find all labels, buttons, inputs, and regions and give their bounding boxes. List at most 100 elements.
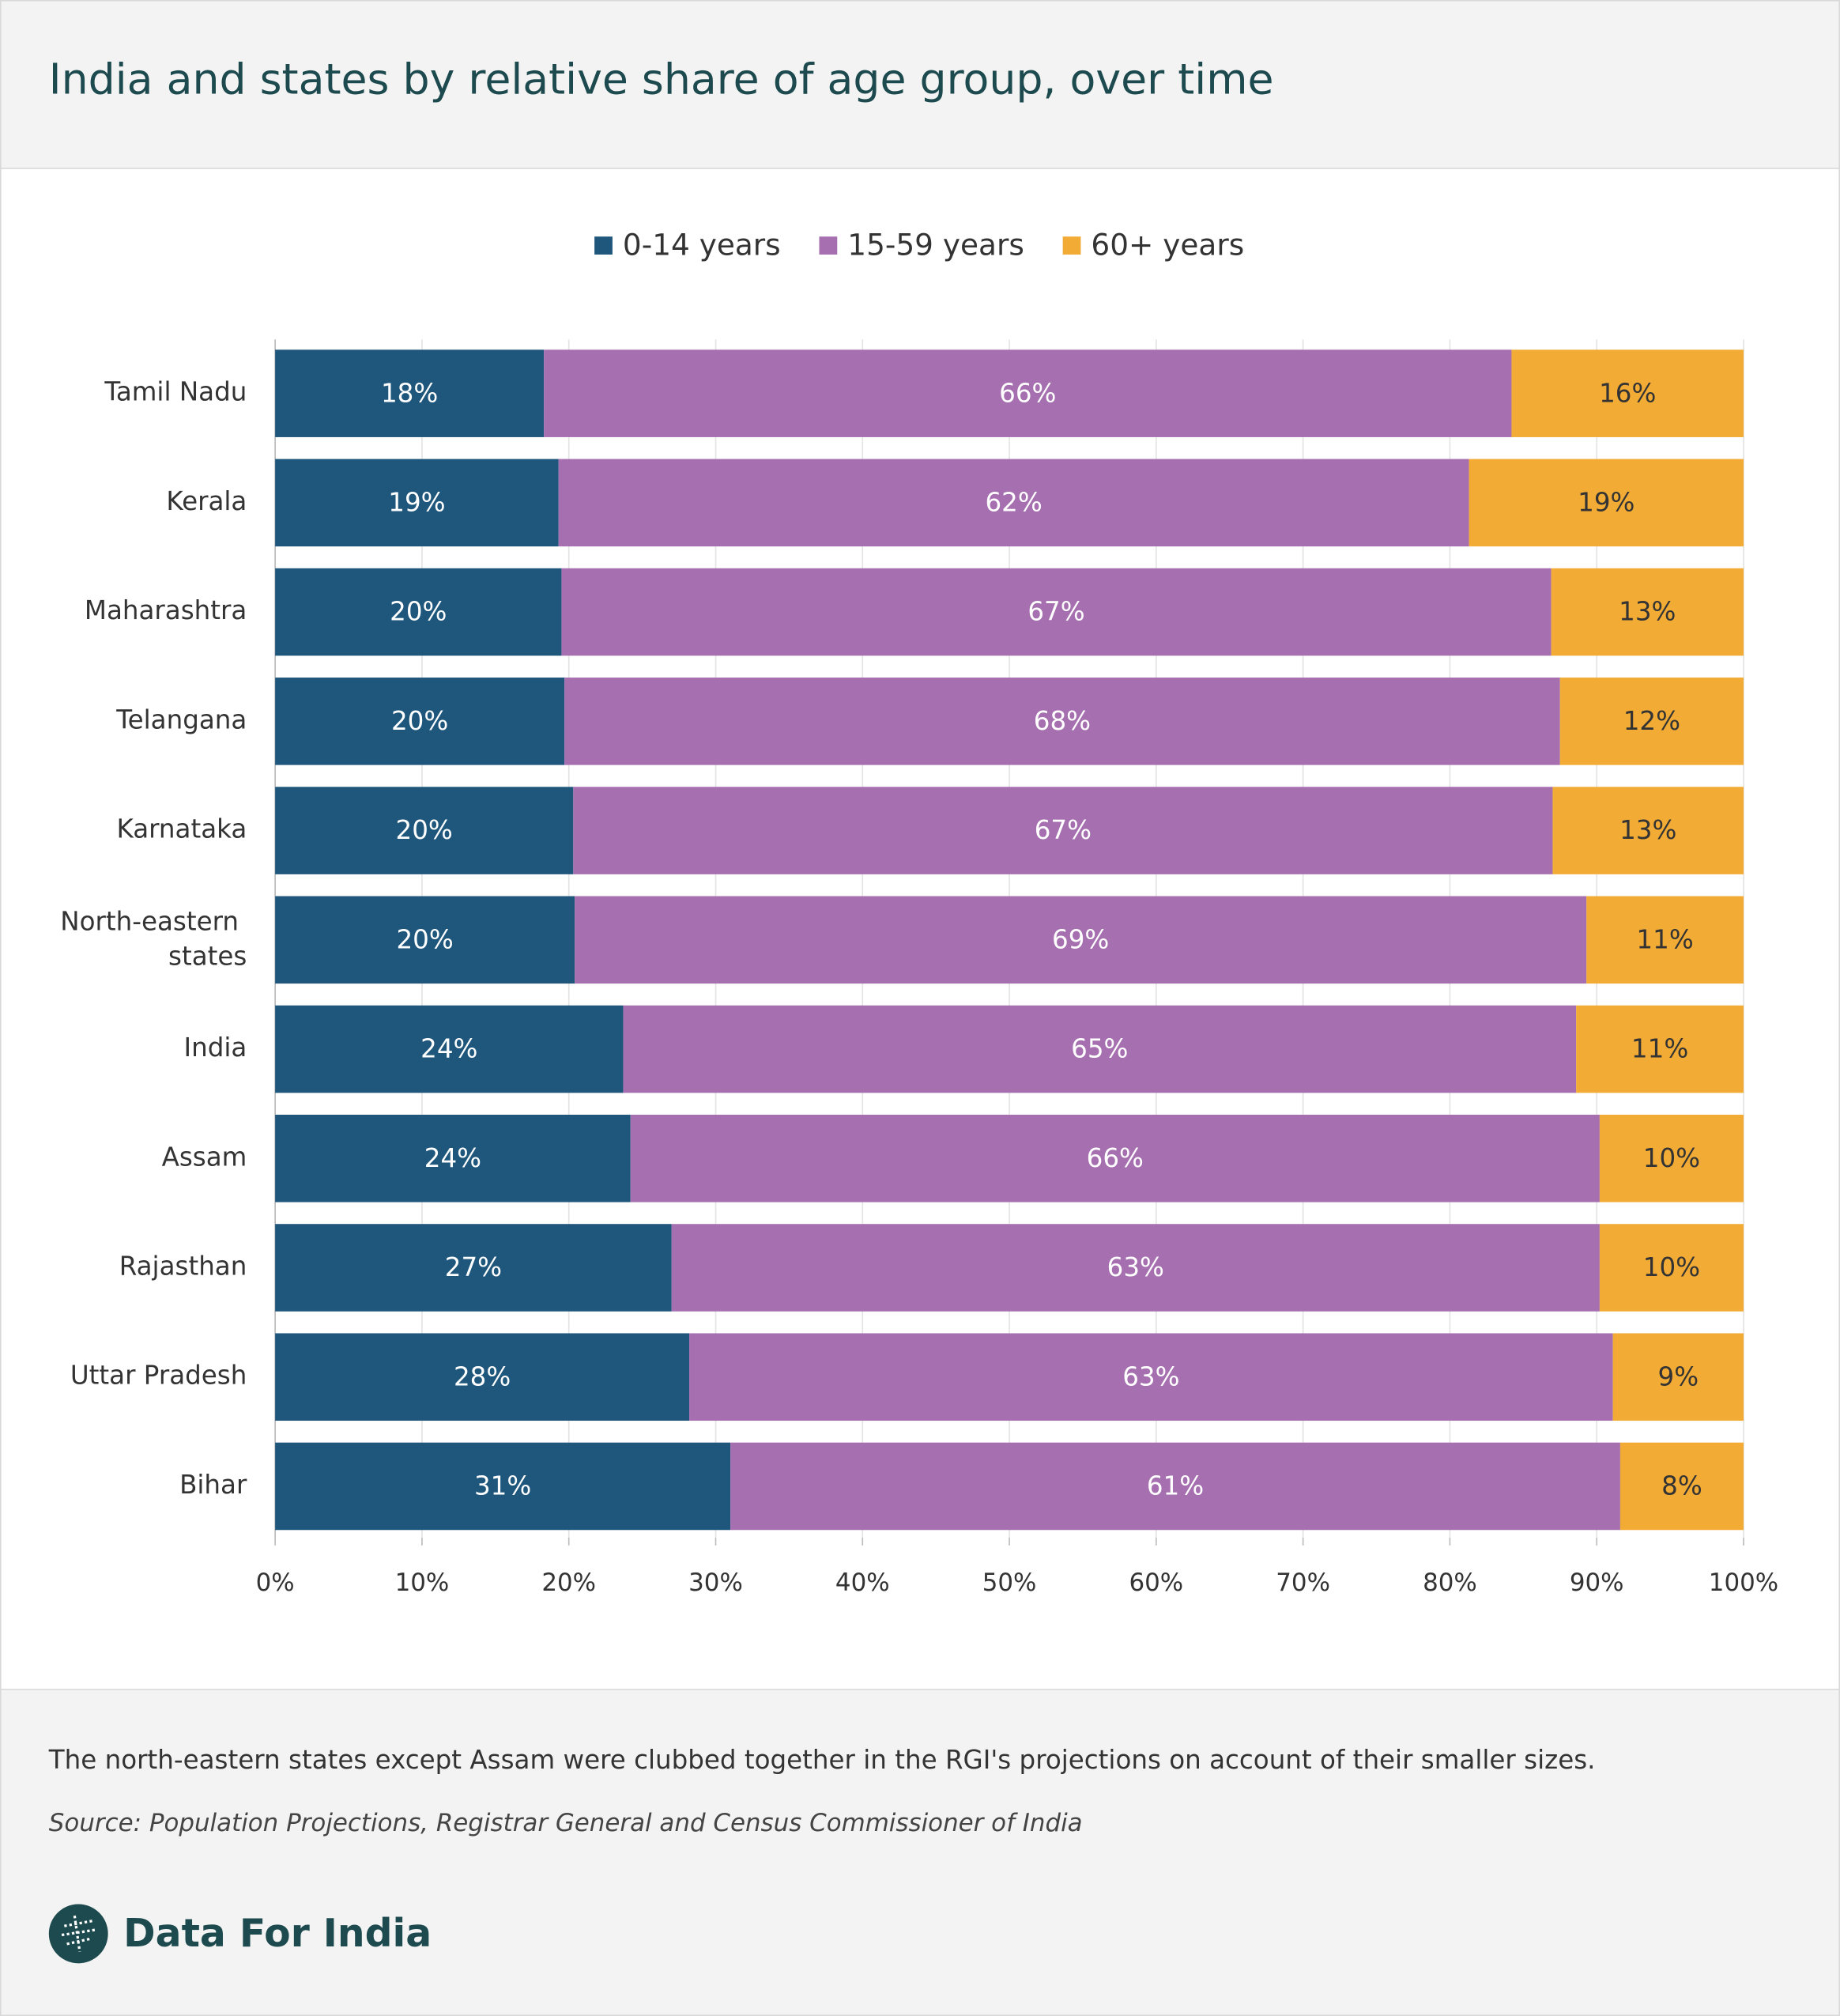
- data-label: 67%: [1027, 597, 1084, 627]
- bar-segment: [275, 1224, 672, 1312]
- data-label: 13%: [1619, 815, 1676, 845]
- x-tick-label: 100%: [1709, 1569, 1778, 1597]
- data-label: 16%: [1599, 378, 1656, 408]
- bar-segment: [689, 1333, 1613, 1421]
- bar-segment: [630, 1114, 1600, 1202]
- bar-segment: [275, 1442, 731, 1531]
- data-label: 11%: [1636, 924, 1693, 954]
- bar-segment: [275, 349, 545, 437]
- bar-segment: [1599, 1114, 1744, 1202]
- bar-segment: [1576, 1005, 1744, 1093]
- bar-segment: [275, 1114, 631, 1202]
- note: The north-eastern states except Assam we…: [48, 1745, 1596, 1775]
- bar-segment: [1599, 1224, 1744, 1312]
- label-line: states: [168, 942, 247, 972]
- data-label: 68%: [1034, 706, 1091, 736]
- data-label: 19%: [1578, 488, 1635, 518]
- source: Source: Population Projections, Registra…: [49, 1809, 1083, 1837]
- bar-segment: [558, 459, 1469, 547]
- bar-segment: [575, 896, 1587, 984]
- data-label: 20%: [390, 597, 447, 627]
- label-line: North-eastern: [60, 907, 247, 937]
- data-label: 61%: [1147, 1471, 1204, 1501]
- bar-segment: [573, 787, 1553, 874]
- data-label: 65%: [1071, 1034, 1128, 1064]
- bar-segment: [623, 1005, 1577, 1093]
- y-tick-label: Maharashtra: [85, 595, 247, 625]
- y-tick-label: Uttar Pradesh: [70, 1361, 247, 1391]
- data-label: 10%: [1643, 1143, 1700, 1173]
- y-tick-label: Assam: [162, 1142, 247, 1172]
- data-label: 18%: [381, 378, 438, 408]
- data-label: 20%: [391, 706, 448, 736]
- bar-segment: [275, 1333, 690, 1421]
- x-tick-label: 20%: [541, 1569, 596, 1597]
- header-background: [0, 0, 1840, 169]
- data-label: 20%: [396, 924, 453, 954]
- data-label: 69%: [1052, 924, 1109, 954]
- bar-segment: [671, 1224, 1600, 1312]
- data-label: 66%: [1087, 1143, 1144, 1173]
- bar-segment: [275, 459, 559, 547]
- y-tick-label: Rajasthan: [119, 1252, 247, 1282]
- plot: 0% 10% 20% 30% 40% 50% 60% 70% 80% 90% 100% Tamil N…: [60, 339, 1778, 1597]
- data-label: 62%: [985, 488, 1042, 518]
- bar-segment: [275, 568, 562, 656]
- bar-segment: [275, 678, 565, 765]
- legend-label: 60+ years: [1091, 228, 1244, 262]
- x-tick-label: 90%: [1570, 1569, 1624, 1597]
- bar-segment: [275, 787, 574, 874]
- data-label: 19%: [388, 488, 445, 518]
- data-label: 11%: [1631, 1034, 1688, 1064]
- chart-title: India and states by relative share of ag…: [49, 55, 1274, 104]
- bar-segment: [1511, 349, 1744, 437]
- x-tick-label: 60%: [1129, 1569, 1184, 1597]
- data-label: 13%: [1619, 597, 1676, 627]
- y-tick-label: North-eastern states: [60, 907, 247, 972]
- bar-segment: [1551, 568, 1744, 656]
- brand: Data For India: [123, 1911, 432, 1956]
- bar-segment: [730, 1442, 1620, 1531]
- data-label: 66%: [999, 378, 1056, 408]
- legend-swatch: [594, 236, 613, 255]
- x-tick-label: 30%: [688, 1569, 743, 1597]
- x-tick-label: 50%: [982, 1569, 1037, 1597]
- x-tick-label: 0%: [256, 1569, 295, 1597]
- bar-segment: [1469, 459, 1744, 547]
- data-label: 12%: [1623, 706, 1680, 736]
- bar-segment: [1612, 1333, 1744, 1421]
- y-tick-label: Karnataka: [116, 814, 247, 844]
- x-tick-label: 70%: [1276, 1569, 1330, 1597]
- legend-swatch: [819, 236, 838, 255]
- x-tick-label: 80%: [1423, 1569, 1477, 1597]
- data-label: 27%: [445, 1252, 502, 1282]
- data-label: 63%: [1122, 1361, 1179, 1391]
- data-label: 24%: [424, 1143, 481, 1173]
- y-tick-label: India: [184, 1033, 247, 1063]
- data-label: 63%: [1107, 1252, 1164, 1282]
- data-label: 28%: [454, 1361, 511, 1391]
- y-tick-label: Bihar: [179, 1470, 247, 1500]
- x-tick-label: 40%: [835, 1569, 890, 1597]
- bar-segment: [544, 349, 1512, 437]
- x-tick-label: 10%: [395, 1569, 450, 1597]
- data-label: 10%: [1643, 1252, 1700, 1282]
- data-label: 20%: [396, 815, 453, 845]
- legend: 0-14 years 15-59 years 60+ years: [594, 228, 1244, 262]
- data-label: 67%: [1035, 815, 1092, 845]
- logo-mark: [61, 1915, 96, 1952]
- y-tick-label: Kerala: [166, 486, 247, 516]
- bar-segment: [1559, 678, 1744, 765]
- data-label: 8%: [1661, 1471, 1702, 1501]
- legend-swatch: [1062, 236, 1081, 255]
- bar-segment: [564, 678, 1560, 765]
- bar-segment: [1552, 787, 1744, 874]
- bar-segment: [561, 568, 1552, 656]
- data-label: 9%: [1658, 1361, 1699, 1391]
- bar-segment: [275, 1005, 624, 1093]
- y-tick-label: Telangana: [115, 704, 247, 734]
- bar-segment: [1586, 896, 1744, 984]
- bar-segment: [1619, 1442, 1744, 1531]
